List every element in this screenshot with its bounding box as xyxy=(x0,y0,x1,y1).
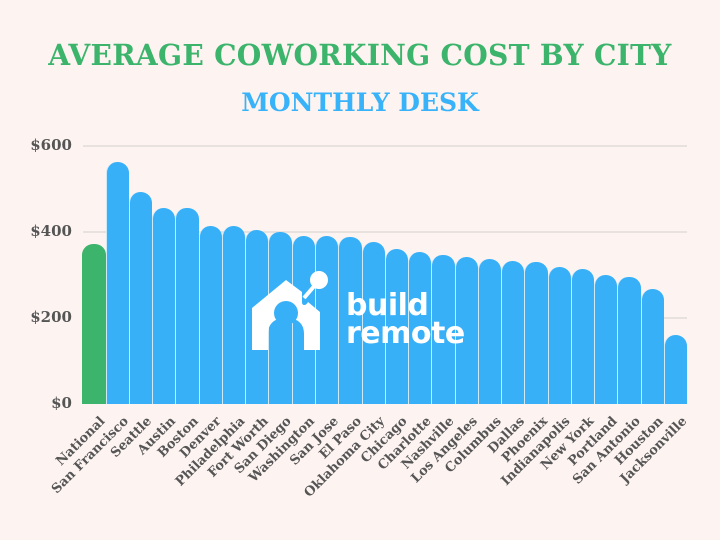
bar-los-angeles xyxy=(454,256,478,404)
bar-san-antonio xyxy=(617,276,641,404)
bar-austin xyxy=(152,208,176,404)
chart-title: AVERAGE COWORKING COST BY CITY xyxy=(48,38,672,72)
gridline xyxy=(83,231,687,233)
y-tick-label: $200 xyxy=(30,308,72,326)
bar-nashville xyxy=(431,254,455,404)
bar-houston xyxy=(640,288,665,404)
bar-indianapolis xyxy=(547,267,571,404)
bar-charlotte xyxy=(408,252,432,404)
bar-boston xyxy=(175,208,199,404)
bar-portland xyxy=(594,274,618,404)
bar-seattle xyxy=(128,192,153,404)
bar-el-paso xyxy=(338,237,362,404)
bar-national xyxy=(82,244,106,404)
bar-phoenix xyxy=(524,262,548,404)
y-tick-label: $600 xyxy=(30,136,72,154)
logo-line2: remote xyxy=(346,316,465,351)
y-tick-label: $0 xyxy=(51,394,72,412)
bar-chicago xyxy=(384,249,409,404)
bar-jacksonville xyxy=(664,334,688,404)
bar-san-francisco xyxy=(105,162,129,404)
bar-dallas xyxy=(501,261,525,404)
bar-new-york xyxy=(570,269,595,404)
bar-oklahoma-city xyxy=(361,242,385,404)
house-robot-icon xyxy=(252,271,328,350)
gridline xyxy=(83,145,687,147)
bar-philadelphia xyxy=(221,225,246,404)
bar-denver xyxy=(198,225,222,404)
chart-subtitle: MONTHLY DESK xyxy=(241,88,479,117)
bar-columbus xyxy=(477,259,502,404)
logo-text: build remote xyxy=(346,288,465,351)
logo-line1: build xyxy=(346,288,429,323)
y-tick-label: $400 xyxy=(30,222,72,240)
build-remote-logo: build remote xyxy=(248,268,478,358)
